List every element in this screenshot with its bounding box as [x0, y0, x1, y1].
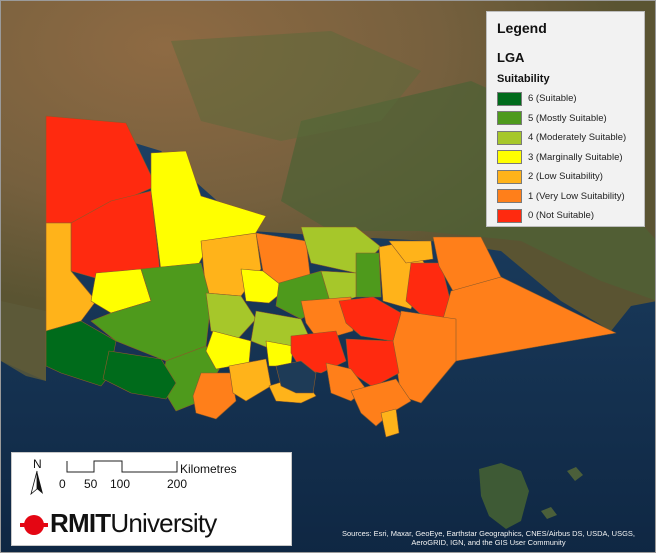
- rmit-logo-icon: [20, 515, 48, 535]
- lga-region[interactable]: [320, 270, 357, 306]
- lga-region[interactable]: [228, 358, 272, 402]
- port-phillip-bay: [275, 360, 317, 394]
- lga-region[interactable]: [90, 262, 212, 362]
- map-legend: Legend LGA Suitability 6 (Suitable) 5 (Mo…: [486, 11, 645, 227]
- lga-region[interactable]: [45, 320, 117, 387]
- scale-bar: N Kilometres 0 50 100 200: [20, 457, 237, 535]
- lga-region[interactable]: [205, 292, 257, 342]
- legend-label: 6 (Suitable): [528, 93, 577, 105]
- scale-tick-50: 50: [84, 477, 98, 491]
- lga-region[interactable]: [388, 240, 434, 264]
- north-arrow-icon: [30, 470, 43, 496]
- sa-coast: [1, 301, 46, 381]
- legend-item: 2 (Low Suitability): [497, 167, 636, 187]
- logo-regular: University: [110, 508, 217, 538]
- green-highlands: [171, 31, 421, 141]
- legend-swatch: [497, 150, 522, 165]
- scale-tick-100: 100: [110, 477, 130, 491]
- scale-and-logo-panel: N Kilometres 0 50 100 200 RMITUniversity: [11, 452, 292, 546]
- legend-label: 5 (Mostly Suitable): [528, 112, 607, 124]
- legend-swatch: [497, 130, 522, 145]
- legend-label: 3 (Marginally Suitable): [528, 151, 623, 163]
- legend-label: 2 (Low Suitability): [528, 171, 603, 183]
- island: [541, 507, 557, 519]
- lga-region[interactable]: [345, 338, 400, 388]
- legend-layer-name: LGA: [497, 50, 525, 65]
- legend-swatch: [497, 169, 522, 184]
- legend-item: 1 (Very Low Suitability): [497, 187, 636, 207]
- map-attribution: Sources: Esri, Maxar, GeoEye, Earthstar …: [341, 529, 636, 547]
- legend-swatch: [497, 111, 522, 126]
- scale-tick-200: 200: [167, 477, 187, 491]
- tasmania: [479, 463, 529, 529]
- island: [567, 467, 583, 481]
- north-label: N: [33, 457, 42, 471]
- lga-region[interactable]: [355, 252, 382, 298]
- lga-regions: [45, 115, 617, 438]
- scale-tick-0: 0: [59, 477, 66, 491]
- legend-label: 4 (Moderately Suitable): [528, 132, 627, 144]
- legend-swatch: [497, 208, 522, 223]
- legend-field-name: Suitability: [497, 73, 550, 85]
- legend-item: 5 (Mostly Suitable): [497, 109, 636, 129]
- legend-title: Legend: [497, 20, 547, 36]
- legend-item: 6 (Suitable): [497, 89, 636, 109]
- logo-bold: RMIT: [50, 508, 111, 538]
- scale-unit-label: Kilometres: [180, 462, 237, 476]
- legend-item: 4 (Moderately Suitable): [497, 128, 636, 148]
- legend-item: 3 (Marginally Suitable): [497, 148, 636, 168]
- legend-items: 6 (Suitable) 5 (Mostly Suitable) 4 (Modera…: [497, 89, 636, 226]
- legend-swatch: [497, 91, 522, 106]
- legend-label: 1 (Very Low Suitability): [528, 190, 625, 202]
- lga-region[interactable]: [290, 330, 347, 374]
- legend-swatch: [497, 189, 522, 204]
- scale-line: [66, 460, 178, 473]
- rmit-university-logo: RMITUniversity: [50, 508, 217, 539]
- legend-item: 0 (Not Suitable): [497, 206, 636, 226]
- lga-region[interactable]: [380, 408, 400, 438]
- legend-label: 0 (Not Suitable): [528, 210, 595, 222]
- lga-region[interactable]: [102, 350, 177, 400]
